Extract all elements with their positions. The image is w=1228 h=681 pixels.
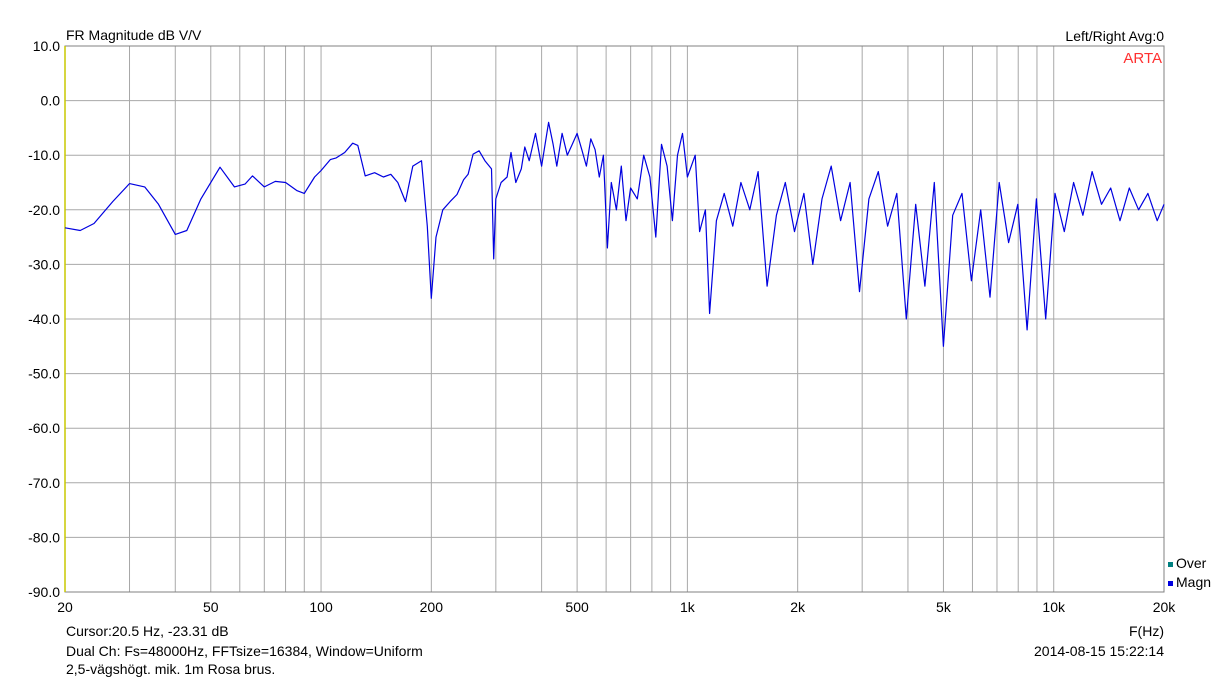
y-tick-label: -50.0 (28, 366, 60, 382)
measurement-note: 2,5-vägshögt. mik. 1m Rosa brus. (66, 661, 276, 677)
y-tick-label: -90.0 (28, 584, 60, 600)
y-tick-label: 0.0 (41, 93, 61, 109)
series-line-magn (64, 121, 1165, 347)
timestamp: 2014-08-15 15:22:14 (1034, 643, 1164, 659)
y-tick-label: -70.0 (28, 475, 60, 491)
series-group (64, 121, 1165, 347)
horizontal-grid (65, 100, 1164, 538)
x-tick-label: 5k (936, 599, 952, 615)
x-tick-label: 10k (1042, 599, 1066, 615)
legend-magn-swatch (1168, 581, 1173, 586)
x-tick-label: 200 (420, 599, 444, 615)
legend-over-label: Over (1176, 555, 1207, 571)
x-tick-label: 2k (790, 599, 806, 615)
y-tick-label: -30.0 (28, 256, 60, 272)
x-tick-label: 20 (57, 599, 73, 615)
channel-info: Left/Right Avg:0 (1065, 28, 1164, 44)
y-tick-labels: 10.0 0.0 -10.0 -20.0 -30.0 -40.0 -50.0 -60.0 -70… (28, 38, 60, 600)
y-tick-label: -10.0 (28, 147, 60, 163)
legend-over-swatch (1168, 562, 1173, 567)
arta-logo: ARTA (1123, 50, 1162, 67)
legend-magn-label: Magn (1176, 574, 1212, 590)
chart-title: FR Magnitude dB V/V (66, 27, 202, 43)
y-tick-label: -80.0 (28, 529, 60, 545)
x-tick-label: 500 (565, 599, 589, 615)
y-tick-label: 10.0 (33, 38, 60, 54)
x-tick-labels: 20 50 100 200 500 1k 2k 5k 10k 20k (57, 599, 1176, 615)
x-tick-label: 1k (680, 599, 696, 615)
measurement-info: Dual Ch: Fs=48000Hz, FFTsize=16384, Wind… (66, 643, 423, 659)
x-axis-unit: F(Hz) (1129, 623, 1164, 639)
x-tick-label: 100 (309, 599, 333, 615)
y-tick-label: -20.0 (28, 202, 60, 218)
x-tick-label: 50 (203, 599, 219, 615)
x-tick-label: 20k (1153, 599, 1177, 615)
y-tick-label: -40.0 (28, 311, 60, 327)
y-tick-label: -60.0 (28, 420, 60, 436)
cursor-readout: Cursor:20.5 Hz, -23.31 dB (66, 623, 229, 639)
